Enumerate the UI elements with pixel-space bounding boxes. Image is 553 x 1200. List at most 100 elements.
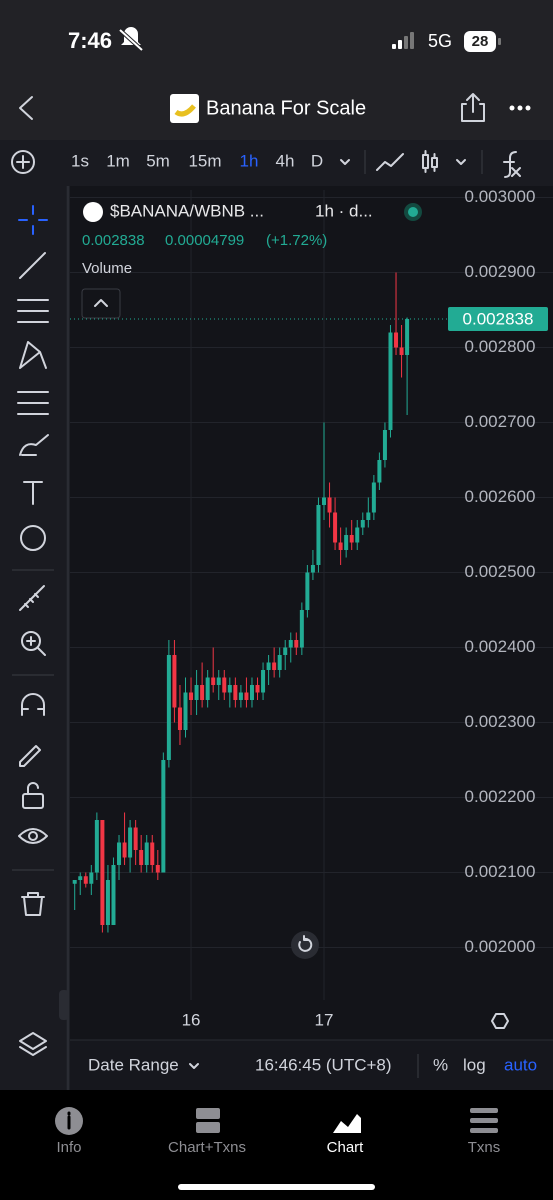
interval-button[interactable]: 1h xyxy=(240,151,259,170)
crosshair-tool[interactable] xyxy=(18,205,48,235)
trend-tool[interactable] xyxy=(19,252,46,279)
candle-body xyxy=(355,527,360,543)
brush-tool[interactable] xyxy=(19,434,49,456)
candle-body xyxy=(189,692,194,700)
chart-txns-icon xyxy=(196,1122,220,1133)
candle-body xyxy=(277,655,282,670)
layers[interactable] xyxy=(19,1032,47,1056)
interval-button[interactable]: 5m xyxy=(146,151,170,170)
candle-body xyxy=(310,565,315,573)
candle-body xyxy=(244,692,249,700)
tab-bar-bg xyxy=(0,1090,553,1200)
magnet-tool[interactable] xyxy=(21,693,45,716)
candle-body xyxy=(211,677,216,685)
tab-label[interactable]: Info xyxy=(56,1139,81,1156)
candle-body xyxy=(327,497,332,513)
line-type[interactable] xyxy=(376,153,404,171)
zoom-tool[interactable] xyxy=(21,631,41,651)
y-tick-label: 0.002500 xyxy=(465,562,536,581)
x-tick-label: 17 xyxy=(315,1010,334,1029)
candle-body xyxy=(222,677,227,693)
candle-body xyxy=(294,640,299,648)
percent-toggle[interactable]: % xyxy=(433,1055,448,1074)
share-button[interactable] xyxy=(461,93,485,122)
candle-body xyxy=(405,319,410,355)
network: 5G xyxy=(428,31,452,51)
candle-body xyxy=(128,827,133,858)
candle-body xyxy=(333,512,338,543)
collapse-handle[interactable] xyxy=(59,990,69,1020)
candle-body xyxy=(78,876,83,880)
footer-bg xyxy=(70,1040,553,1090)
candle-body xyxy=(166,655,171,760)
candle-type[interactable] xyxy=(422,150,438,173)
y-tick-label: 0.002800 xyxy=(465,337,536,356)
tab-label[interactable]: Chart xyxy=(327,1139,365,1156)
chart-type-menu[interactable] xyxy=(456,159,466,165)
candle-body xyxy=(366,512,371,520)
candle-body xyxy=(305,572,310,610)
date-range[interactable]: Date Range xyxy=(88,1055,179,1074)
hide-tool[interactable] xyxy=(18,828,48,844)
log-toggle[interactable]: log xyxy=(463,1055,486,1074)
candle-body xyxy=(371,482,376,513)
text-tool[interactable] xyxy=(23,481,43,505)
interval-meta: 1h · d... xyxy=(315,201,373,220)
unlock-tool[interactable] xyxy=(22,793,44,809)
ruler-tool[interactable] xyxy=(19,585,45,611)
add-indicator[interactable] xyxy=(11,150,35,174)
candle-body xyxy=(283,647,288,655)
pattern-tool[interactable] xyxy=(19,341,47,369)
indicators[interactable] xyxy=(503,151,521,178)
y-tick-label: 0.002900 xyxy=(465,262,536,281)
delete-tool[interactable] xyxy=(21,892,45,916)
candle-body xyxy=(299,610,304,648)
collapse-legend[interactable] xyxy=(81,288,121,319)
lock-drawing-tool[interactable] xyxy=(19,745,41,767)
auto-toggle[interactable]: auto xyxy=(504,1055,537,1074)
fib-tool[interactable] xyxy=(17,299,49,323)
clock-zone[interactable]: 16:46:45 (UTC+8) xyxy=(255,1055,392,1074)
settings[interactable] xyxy=(491,1013,509,1029)
candle-body xyxy=(144,842,149,865)
last-price-tag xyxy=(448,307,548,331)
candle-body xyxy=(255,685,260,693)
candle-body xyxy=(205,677,210,700)
candle-body xyxy=(200,685,205,700)
battery-level: 28 xyxy=(472,33,489,50)
interval-menu[interactable] xyxy=(340,159,350,165)
candle-body xyxy=(360,520,365,528)
battery xyxy=(464,31,496,52)
candle-body xyxy=(111,865,116,925)
back-button[interactable] xyxy=(19,96,33,120)
date-range-chevron xyxy=(189,1063,199,1069)
candle-body xyxy=(349,535,354,543)
reset-button[interactable] xyxy=(291,931,319,959)
top-bar-bg xyxy=(0,0,553,140)
emoji-tool[interactable] xyxy=(20,525,46,551)
interval-button[interactable]: D xyxy=(311,151,323,170)
interval-button[interactable]: 4h xyxy=(276,151,295,170)
candle-body xyxy=(388,332,393,430)
interval-button[interactable]: 1m xyxy=(106,151,130,170)
candle-body xyxy=(344,535,349,550)
candle-body xyxy=(105,880,110,925)
interval-button[interactable]: 1s xyxy=(71,151,89,170)
y-tick-label: 0.002400 xyxy=(465,637,536,656)
interval-button[interactable]: 15m xyxy=(188,151,221,170)
candle-body xyxy=(183,692,188,730)
prediction-tool[interactable] xyxy=(17,391,49,415)
tab-label[interactable]: Chart+Txns xyxy=(168,1139,246,1156)
more-button[interactable] xyxy=(509,105,531,111)
reset-icon xyxy=(298,935,313,952)
candle-body xyxy=(266,662,271,670)
candle-body xyxy=(377,460,382,483)
candle-body xyxy=(133,827,138,850)
change: 0.00004799 xyxy=(165,232,244,249)
clock: 7:46 xyxy=(68,28,112,53)
tab-label[interactable]: Txns xyxy=(468,1139,501,1156)
candle-body xyxy=(338,542,343,550)
y-tick-label: 0.002300 xyxy=(465,712,536,731)
y-tick-label: 0.003000 xyxy=(465,187,536,206)
